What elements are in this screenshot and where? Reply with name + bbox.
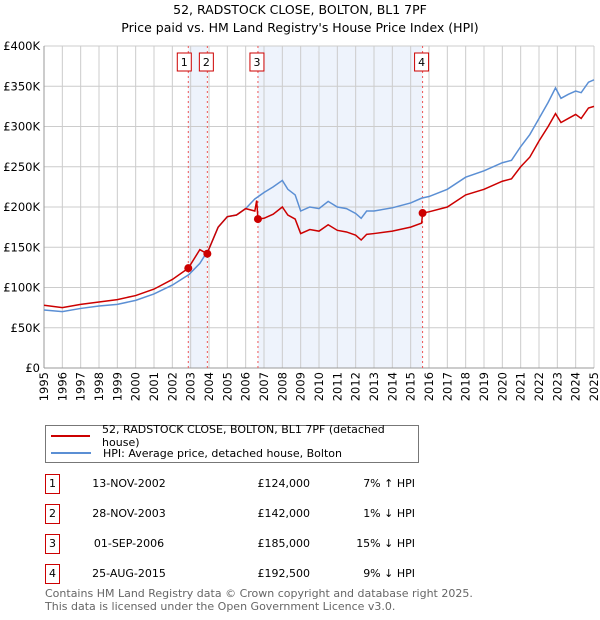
y-tick-label: £200K	[3, 200, 40, 214]
x-tick-label: 2000	[129, 372, 143, 401]
x-tick-label: 2022	[532, 372, 546, 401]
sale-label-box	[249, 52, 265, 72]
y-tick-label: £250K	[3, 160, 40, 174]
x-tick-label: 2012	[349, 372, 363, 401]
x-tick-label: 2011	[330, 372, 344, 401]
x-tick-label: 2025	[587, 372, 600, 401]
y-tick-label: £0	[25, 361, 40, 375]
sale-point	[184, 264, 193, 273]
x-tick-label: 2023	[550, 372, 564, 401]
y-tick-label: £300K	[3, 120, 40, 134]
x-tick-label: 2003	[184, 372, 198, 401]
sale-point	[418, 209, 427, 218]
sale-hpi-diff: 9% ↓ HPI	[363, 567, 415, 580]
sale-label-box	[176, 52, 192, 72]
y-tick-label: £350K	[3, 79, 40, 93]
sale-date: 13-NOV-2002	[92, 477, 166, 490]
sale-label-box	[198, 52, 214, 72]
x-tick-label: 2015	[404, 372, 418, 401]
sale-hpi-diff: 7% ↑ HPI	[363, 477, 415, 490]
x-tick-label: 2021	[514, 372, 528, 401]
x-tick-label: 2016	[422, 372, 436, 401]
x-tick-label: 1997	[74, 372, 88, 401]
legend-item-hpi: HPI: Average price, detached house, Bolt…	[46, 445, 342, 461]
sale-label: 3	[253, 56, 260, 69]
y-tick-label: £100K	[3, 281, 40, 295]
sale-price: £185,000	[257, 537, 311, 550]
hpi-line	[43, 79, 595, 313]
x-tick-label: 2014	[385, 372, 399, 401]
x-tick-label: 2010	[312, 372, 326, 401]
x-tick-label: 1998	[92, 372, 106, 401]
x-tick-label: 2007	[257, 372, 271, 401]
x-tick-label: 2006	[239, 372, 253, 401]
sale-number-badge: 2	[45, 504, 60, 524]
x-tick-label: 1995	[37, 372, 51, 401]
sale-hpi-diff: 15% ↓ HPI	[356, 537, 415, 550]
x-tick-label: 2001	[147, 372, 161, 401]
legend-label: HPI: Average price, detached house, Bolt…	[103, 446, 342, 460]
property-price-line	[43, 105, 595, 309]
sale-label: 4	[418, 56, 425, 69]
y-tick-label: £400K	[3, 39, 40, 53]
sale-row: 2 28-NOV-2003 £142,000 1% ↓ HPI	[45, 504, 465, 524]
y-tick-label: £50K	[11, 321, 41, 335]
sale-date: 01-SEP-2006	[93, 537, 165, 550]
legend-label: 52, RADSTOCK CLOSE, BOLTON, BL1 7PF (det…	[102, 423, 385, 449]
sale-price: £192,500	[257, 567, 311, 580]
chart-title: 52, RADSTOCK CLOSE, BOLTON, BL1 7PF	[173, 2, 427, 17]
x-tick-label: 1999	[110, 372, 124, 401]
sale-label: 1	[181, 56, 188, 69]
price-chart: £0 £50K £100K £150K £200K £250K £300K £350K £400…	[3, 39, 600, 401]
sale-point	[253, 215, 262, 224]
x-tick-label: 2013	[367, 372, 381, 401]
x-tick-label: 2008	[275, 372, 289, 401]
legend-swatch-blue	[51, 452, 91, 454]
y-tick-label: £150K	[3, 240, 40, 254]
sale-row: 4 25-AUG-2015 £192,500 9% ↓ HPI	[45, 564, 465, 584]
x-tick-label: 2024	[569, 372, 583, 401]
legend: 52, RADSTOCK CLOSE, BOLTON, BL1 7PF (det…	[45, 423, 419, 463]
legend-item-property: 52, RADSTOCK CLOSE, BOLTON, BL1 7PF (det…	[46, 423, 418, 449]
x-tick-label: 2017	[440, 372, 454, 401]
x-tick-label: 2002	[165, 372, 179, 401]
sale-row: 3 01-SEP-2006 £185,000 15% ↓ HPI	[45, 534, 465, 554]
sale-price: £142,000	[257, 507, 311, 520]
x-tick-label: 2018	[459, 372, 473, 401]
sale-price: £124,000	[257, 477, 311, 490]
x-tick-label: 2020	[495, 372, 509, 401]
sale-date: 28-NOV-2003	[92, 507, 166, 520]
sale-date: 25-AUG-2015	[92, 567, 166, 580]
x-tick-label: 2019	[477, 372, 491, 401]
sale-row: 1 13-NOV-2002 £124,000 7% ↑ HPI	[45, 474, 465, 494]
sale-number-badge: 1	[45, 474, 60, 494]
sale-number-badge: 3	[45, 534, 60, 554]
x-tick-label: 2005	[220, 372, 234, 401]
sale-hpi-diff: 1% ↓ HPI	[363, 507, 415, 520]
sale-point	[203, 249, 212, 258]
legend-swatch-red	[51, 435, 91, 437]
footer-copyright: Contains HM Land Registry data © Crown c…	[45, 587, 473, 600]
sale-label-box	[414, 52, 430, 72]
x-tick-label: 2009	[294, 372, 308, 401]
footer-licence: This data is licensed under the Open Gov…	[45, 600, 396, 613]
sale-label: 2	[203, 56, 210, 69]
sale-number-badge: 4	[45, 564, 60, 584]
chart-subtitle: Price paid vs. HM Land Registry's House …	[121, 20, 479, 35]
x-tick-label: 1996	[55, 372, 69, 401]
x-tick-label: 2004	[202, 372, 216, 401]
